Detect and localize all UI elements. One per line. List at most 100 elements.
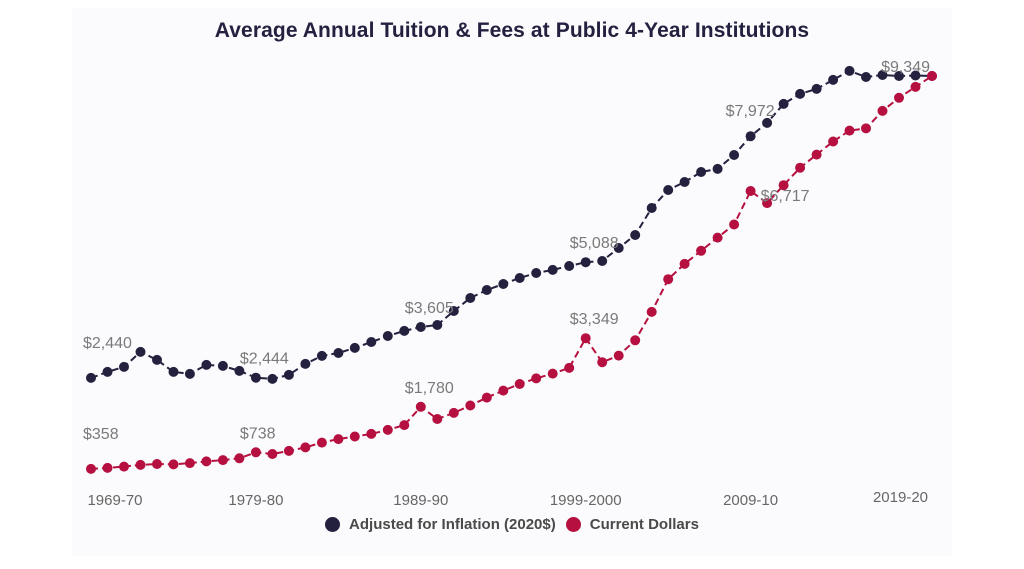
data-point[interactable]	[877, 105, 888, 116]
data-point[interactable]	[613, 243, 624, 253]
data-point[interactable]	[778, 98, 789, 109]
data-point[interactable]	[894, 71, 904, 81]
legend-item-current[interactable]: Current Dollars	[565, 516, 699, 533]
data-point[interactable]	[514, 379, 525, 389]
data-point[interactable]	[877, 70, 888, 80]
data-point[interactable]	[333, 348, 344, 358]
data-point[interactable]	[828, 136, 839, 147]
data-point[interactable]	[448, 306, 459, 316]
data-point[interactable]	[729, 150, 740, 160]
data-point[interactable]	[152, 459, 162, 469]
data-point[interactable]	[613, 350, 624, 361]
data-point[interactable]	[910, 81, 921, 92]
data-point[interactable]	[828, 74, 839, 85]
data-point[interactable]	[630, 335, 641, 346]
data-point[interactable]	[267, 449, 278, 459]
data-point[interactable]	[201, 456, 212, 467]
data-point[interactable]	[300, 442, 311, 453]
data-point[interactable]	[250, 447, 261, 458]
data-point[interactable]	[762, 198, 773, 209]
data-point[interactable]	[465, 400, 476, 411]
data-point[interactable]	[663, 274, 674, 285]
data-point[interactable]	[300, 358, 311, 369]
data-point[interactable]	[432, 320, 443, 330]
legend-item-adjusted[interactable]: Adjusted for Inflation (2020$)	[325, 516, 556, 533]
data-point[interactable]	[712, 232, 723, 243]
data-point[interactable]	[201, 359, 212, 370]
data-point[interactable]	[762, 117, 773, 128]
data-point[interactable]	[234, 453, 245, 464]
data-point[interactable]	[366, 337, 377, 347]
data-point[interactable]	[861, 72, 871, 82]
data-point[interactable]	[580, 333, 591, 344]
data-point[interactable]	[316, 350, 327, 361]
data-point[interactable]	[712, 163, 723, 174]
data-point[interactable]	[927, 71, 937, 81]
data-point[interactable]	[778, 180, 789, 191]
data-point[interactable]	[597, 357, 608, 368]
data-point[interactable]	[547, 264, 558, 275]
data-point[interactable]	[168, 459, 179, 470]
data-point[interactable]	[135, 346, 146, 357]
data-point[interactable]	[102, 366, 113, 377]
data-point[interactable]	[481, 392, 492, 403]
data-point[interactable]	[217, 360, 228, 371]
data-point[interactable]	[696, 167, 707, 177]
data-point[interactable]	[531, 268, 542, 278]
data-point[interactable]	[382, 331, 393, 341]
data-point[interactable]	[811, 83, 822, 94]
data-point[interactable]	[267, 373, 278, 384]
data-point[interactable]	[564, 261, 575, 271]
data-point[interactable]	[399, 420, 410, 431]
data-point[interactable]	[119, 461, 129, 472]
data-point[interactable]	[102, 462, 113, 473]
data-point[interactable]	[86, 463, 96, 474]
data-point[interactable]	[498, 385, 509, 396]
data-point[interactable]	[795, 162, 806, 173]
data-point[interactable]	[481, 285, 492, 295]
data-point[interactable]	[432, 414, 443, 424]
data-point[interactable]	[498, 279, 509, 289]
data-point[interactable]	[547, 368, 558, 379]
data-point[interactable]	[663, 185, 674, 195]
data-point[interactable]	[531, 373, 542, 384]
data-point[interactable]	[283, 445, 294, 456]
data-point[interactable]	[119, 361, 129, 372]
data-point[interactable]	[184, 458, 195, 469]
data-point[interactable]	[844, 65, 855, 76]
data-point[interactable]	[415, 401, 426, 412]
data-point[interactable]	[234, 365, 245, 376]
data-point[interactable]	[894, 92, 904, 103]
data-point[interactable]	[844, 125, 855, 136]
data-point[interactable]	[415, 322, 426, 332]
data-point[interactable]	[152, 354, 162, 365]
data-point[interactable]	[580, 257, 591, 268]
data-point[interactable]	[382, 424, 393, 435]
data-point[interactable]	[514, 273, 525, 283]
data-point[interactable]	[646, 306, 657, 317]
data-point[interactable]	[168, 366, 179, 377]
data-point[interactable]	[795, 88, 806, 99]
data-point[interactable]	[316, 437, 327, 448]
data-point[interactable]	[630, 230, 641, 240]
data-point[interactable]	[597, 256, 608, 266]
data-point[interactable]	[217, 455, 228, 466]
data-point[interactable]	[135, 459, 146, 470]
data-point[interactable]	[745, 186, 756, 196]
data-point[interactable]	[679, 258, 690, 269]
data-point[interactable]	[564, 362, 575, 373]
data-point[interactable]	[448, 407, 459, 418]
data-point[interactable]	[366, 428, 377, 439]
data-point[interactable]	[696, 245, 707, 256]
data-point[interactable]	[86, 372, 96, 383]
data-point[interactable]	[910, 70, 921, 81]
data-point[interactable]	[250, 372, 261, 383]
data-point[interactable]	[399, 325, 410, 336]
data-point[interactable]	[679, 177, 690, 187]
data-point[interactable]	[861, 123, 871, 134]
data-point[interactable]	[745, 131, 756, 142]
data-point[interactable]	[349, 342, 360, 353]
data-point[interactable]	[349, 431, 360, 442]
data-point[interactable]	[646, 203, 657, 213]
data-point[interactable]	[811, 149, 822, 160]
